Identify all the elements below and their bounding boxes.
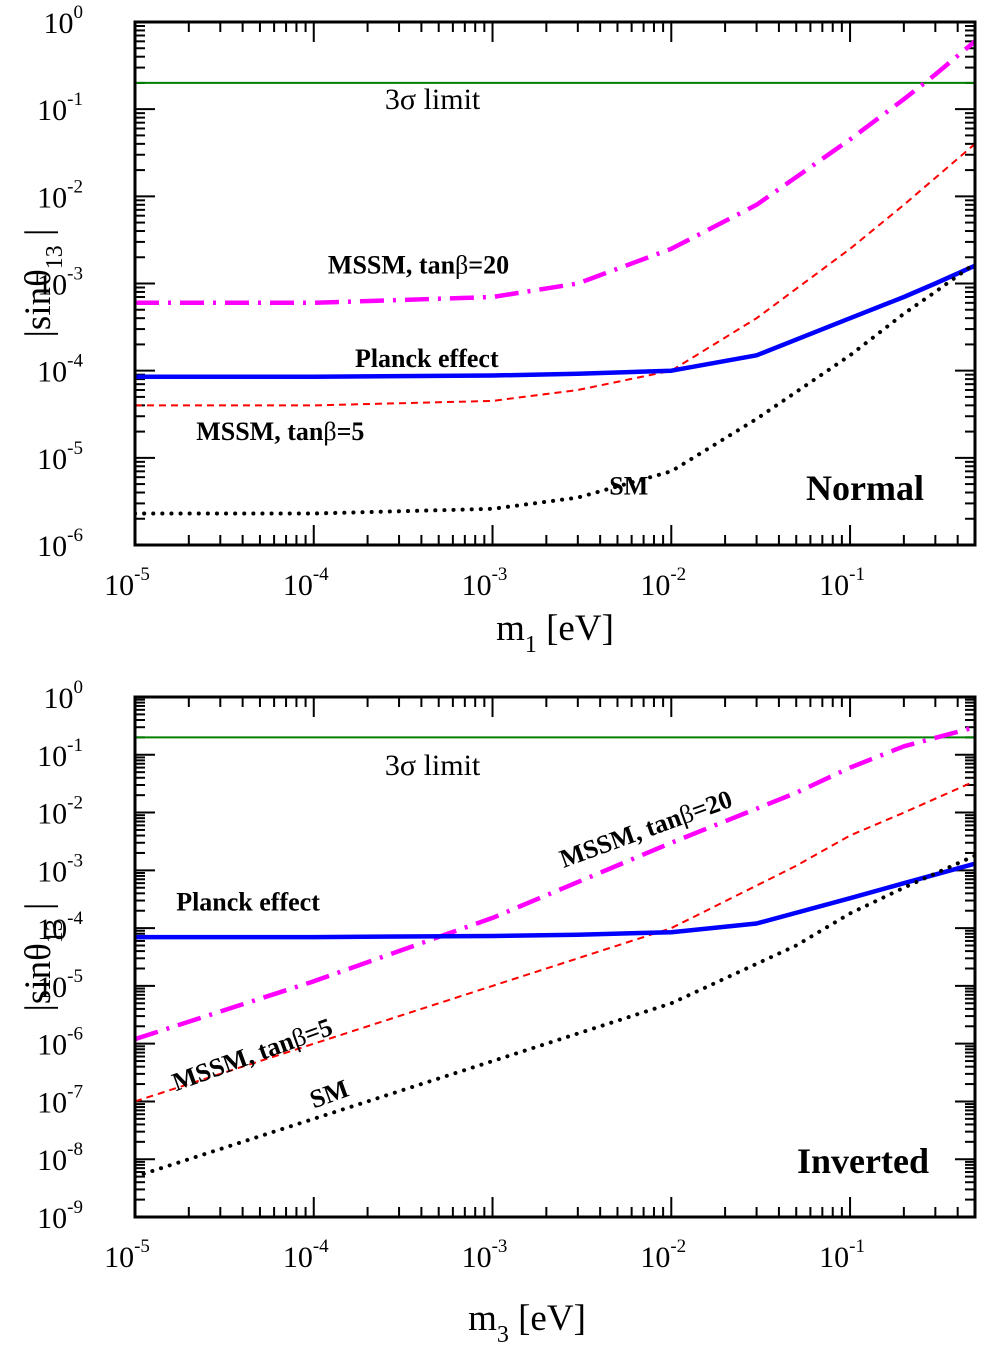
x-tick-label: 10-5 (104, 1236, 150, 1274)
axis-ticks (134, 21, 976, 546)
series-line-sm (135, 853, 975, 1179)
annotation-label: MSSM, tanβ=20 (556, 784, 736, 873)
chart-panel-normal: 10-5 10-4 10-3 10-2 10-1 10-6 10-5 10-4 10-3 10-2… (18, 2, 977, 658)
series-line-planck (135, 861, 975, 940)
y-tick-label: 10-3 (37, 850, 83, 888)
y-tick-label: 10-5 (37, 438, 83, 476)
x-tick-label: 10-3 (462, 564, 508, 602)
y-tick-label: 10-9 (37, 1197, 83, 1235)
x-tick-label: 10-3 (462, 1236, 508, 1274)
plot-frame (133, 20, 977, 547)
x-tick-label: 10-5 (104, 564, 150, 602)
y-tick-label: 10-2 (37, 176, 83, 214)
hierarchy-label: Inverted (797, 1141, 929, 1181)
series-group (135, 725, 975, 1179)
series-line-mssm20 (135, 725, 975, 1042)
y-tick-label: 10-7 (37, 1081, 83, 1119)
annotation-label: MSSM, tanβ=5 (196, 417, 364, 446)
y-tick-label: 100 (44, 677, 84, 715)
y-tick-label: 10-4 (37, 351, 83, 389)
series-line-mssm5 (135, 143, 975, 407)
series-line-sm (135, 261, 975, 516)
x-tick-label: 10-2 (640, 564, 686, 602)
y-tick-label: 100 (44, 2, 84, 40)
annotation-label: 3σ limit (385, 83, 481, 116)
axis-ticks (134, 696, 976, 1218)
chart-panel-inverted: 10-5 10-4 10-3 10-2 10-1 10-9 10-8 10-7 10-6 10-5… (18, 677, 977, 1348)
annotation-label: Planck effect (176, 888, 320, 917)
y-tick-label: 10-6 (37, 525, 83, 563)
x-tick-label: 10-1 (819, 564, 865, 602)
y-tick-label: 10-3 (37, 264, 83, 302)
y-tick-label: 10-1 (37, 89, 83, 127)
y-tick-label: 10-6 (37, 1024, 83, 1062)
annotation-label: SM (609, 471, 648, 500)
y-tick-label: 10-8 (37, 1139, 83, 1177)
annotation-label: MSSM, tanβ=20 (328, 251, 509, 280)
hierarchy-label: Normal (806, 468, 924, 508)
series-line-mssm5 (135, 780, 975, 1103)
y-tick-label: 10-2 (37, 793, 83, 831)
series-group (135, 39, 975, 516)
annotation-label: SM (306, 1074, 353, 1115)
series-line-mssm20 (135, 39, 975, 306)
series-line-planck (135, 263, 975, 380)
plot-frame (133, 695, 977, 1219)
x-tick-label: 10-4 (283, 564, 329, 602)
y-tick-label: 10-5 (37, 966, 83, 1004)
x-tick-label: 10-1 (819, 1236, 865, 1274)
annotation-label: Planck effect (355, 344, 499, 373)
y-axis-label: |sinθ13 | (18, 903, 68, 1012)
y-axis-label: |sinθ13 | (18, 229, 68, 338)
x-tick-label: 10-2 (640, 1236, 686, 1274)
y-tick-label: 10-4 (37, 908, 83, 946)
x-axis-label: m1 [eV] (496, 608, 614, 658)
x-axis-label: m3 [eV] (468, 1298, 586, 1348)
annotation-label: 3σ limit (385, 749, 481, 782)
x-tick-label: 10-4 (283, 1236, 329, 1274)
y-tick-label: 10-1 (37, 735, 83, 773)
